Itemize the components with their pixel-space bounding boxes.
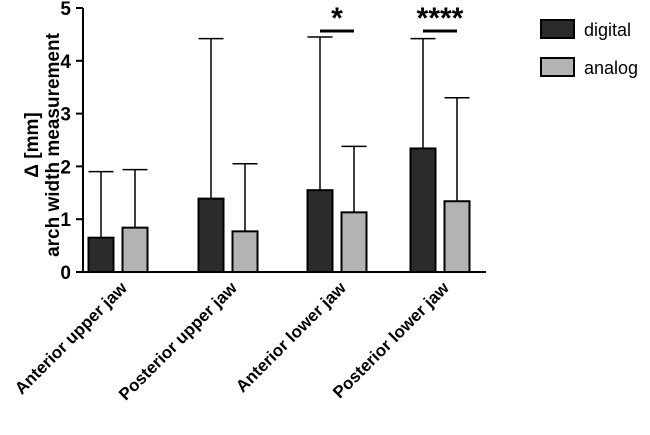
x-category-label: Posterior lower jaw — [329, 278, 453, 402]
y-tick-label: 0 — [60, 263, 71, 284]
legend-label-digital: digital — [584, 20, 631, 40]
plot-area: 0 1 2 3 4 5 — [60, 0, 486, 284]
y-tick-label: 5 — [60, 0, 71, 20]
y-tick-label: 3 — [60, 105, 71, 126]
bar-digital — [87, 236, 115, 273]
y-tick-label: 4 — [60, 52, 71, 73]
y-axis-label-line1: Δ [mm] — [22, 112, 43, 177]
legend-label-analog: analog — [584, 58, 638, 78]
bar-digital — [409, 147, 437, 273]
legend-swatch-analog — [540, 57, 575, 77]
y-tick-label: 1 — [60, 210, 71, 231]
y-tick-label: 2 — [60, 157, 71, 178]
legend: digital analog — [540, 19, 638, 78]
x-category-label: Posterior upper jaw — [115, 278, 241, 404]
x-category-label: Anterior lower jaw — [232, 278, 350, 396]
bar-digital — [306, 189, 334, 273]
bar-analog — [231, 230, 259, 273]
bar-analog — [443, 200, 471, 273]
bar-analog — [121, 226, 149, 273]
y-axis-label-line2: arch width measurement — [43, 32, 64, 257]
bar-analog — [340, 211, 368, 273]
legend-swatch-digital — [540, 19, 575, 39]
significance-label: * — [331, 2, 343, 35]
bar-digital — [197, 197, 225, 273]
significance-label: **** — [417, 2, 464, 35]
x-category-label: Anterior upper jaw — [11, 278, 131, 398]
